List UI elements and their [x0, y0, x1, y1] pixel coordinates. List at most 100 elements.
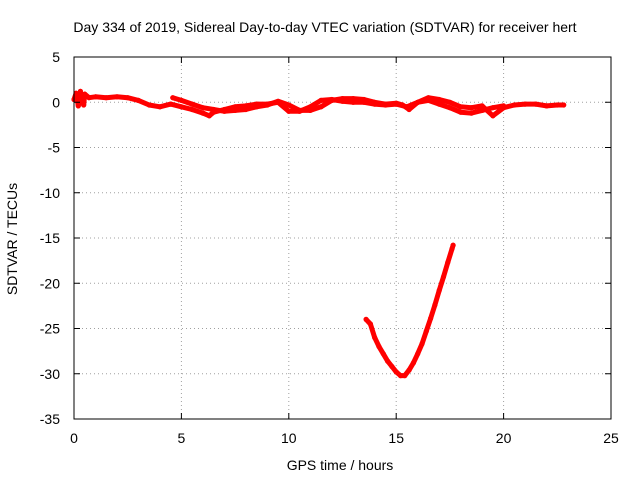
data-point [382, 101, 389, 107]
data-point [436, 287, 442, 294]
data-point [206, 113, 212, 119]
data-point [77, 88, 83, 94]
x-tick-label: 10 [281, 430, 297, 446]
chart-title: Day 334 of 2019, Sidereal Day-to-day VTE… [73, 19, 576, 35]
y-tick-label: -20 [40, 275, 60, 291]
data-point [393, 369, 399, 375]
data-point [73, 90, 79, 96]
data-point [423, 328, 429, 334]
data-point [479, 107, 485, 113]
data-point [125, 95, 131, 101]
data-point [406, 106, 412, 113]
data-point [468, 105, 474, 111]
data-point [339, 96, 346, 102]
data-point [86, 95, 92, 101]
x-axis-title: GPS time / hours [287, 457, 394, 473]
data-point [264, 102, 270, 108]
data-point [445, 259, 451, 265]
data-point [275, 98, 281, 104]
data-point [189, 106, 195, 113]
y-tick-label: -30 [40, 366, 60, 382]
data-point [361, 96, 367, 103]
x-tick-label: 15 [388, 430, 404, 446]
data-point [425, 97, 431, 103]
x-tick-label: 25 [603, 430, 619, 446]
data-point [458, 109, 464, 115]
data-point [329, 97, 335, 103]
data-point [75, 103, 81, 109]
data-point [428, 315, 434, 322]
data-point [522, 101, 528, 107]
data-point [318, 97, 324, 103]
data-point [135, 97, 141, 103]
data-point [372, 335, 378, 341]
y-axis-title: SDTVAR / TECUs [4, 183, 20, 295]
data-point [350, 96, 356, 102]
data-point [554, 102, 560, 108]
data-layer [71, 88, 567, 379]
data-point [81, 102, 87, 108]
data-point [114, 94, 120, 100]
data-point [490, 113, 496, 119]
data-point [402, 373, 408, 379]
data-point [254, 104, 260, 110]
data-point [400, 102, 406, 108]
data-point [436, 101, 442, 107]
data-point [389, 363, 395, 370]
data-point [501, 103, 507, 109]
data-point [232, 107, 238, 113]
data-point [561, 102, 567, 108]
data-point [432, 302, 438, 308]
grid-lines [74, 57, 611, 419]
data-point [406, 367, 412, 373]
data-point [533, 101, 539, 107]
data-point [200, 110, 206, 116]
y-tick-label: -15 [40, 230, 60, 246]
data-point [168, 101, 174, 107]
y-tick-label: -35 [40, 411, 60, 427]
data-point [376, 344, 382, 350]
y-tick-label: 0 [52, 94, 60, 110]
x-tick-label: 20 [496, 430, 512, 446]
data-point [221, 108, 227, 114]
data-point [415, 351, 421, 357]
data-point [103, 95, 109, 101]
data-point [419, 341, 425, 347]
axis-ticks: 0 5 10 15 20 25 5 0 -5 -10 -15 -20 -25 -30 -35 [40, 49, 619, 446]
data-point [367, 321, 373, 327]
data-point [92, 94, 99, 100]
y-tick-label: -5 [48, 140, 61, 156]
data-point [170, 95, 176, 101]
x-tick-label: 5 [178, 430, 186, 446]
data-point [157, 104, 163, 110]
y-tick-label: -25 [40, 321, 60, 337]
data-point [363, 316, 369, 322]
data-point [511, 102, 517, 108]
data-point [380, 351, 386, 357]
data-point [447, 99, 453, 105]
data-point [296, 107, 303, 113]
data-point [243, 106, 249, 113]
data-point [410, 360, 416, 366]
data-point [211, 106, 217, 113]
data-point [479, 103, 485, 109]
data-point [440, 274, 447, 280]
data-point [490, 105, 496, 111]
series-2-trace [363, 242, 456, 379]
y-tick-label: -10 [40, 185, 60, 201]
data-point [200, 105, 206, 111]
data-point [78, 97, 85, 103]
data-point [415, 99, 421, 105]
data-point [318, 104, 324, 110]
data-point [286, 102, 292, 108]
data-point [189, 101, 195, 107]
y-tick-label: 5 [52, 49, 60, 65]
data-point [307, 107, 313, 113]
data-point [447, 105, 453, 111]
data-point [372, 99, 378, 105]
data-point [146, 102, 152, 108]
data-point [436, 96, 442, 103]
data-point [178, 97, 184, 103]
data-point [178, 104, 184, 110]
